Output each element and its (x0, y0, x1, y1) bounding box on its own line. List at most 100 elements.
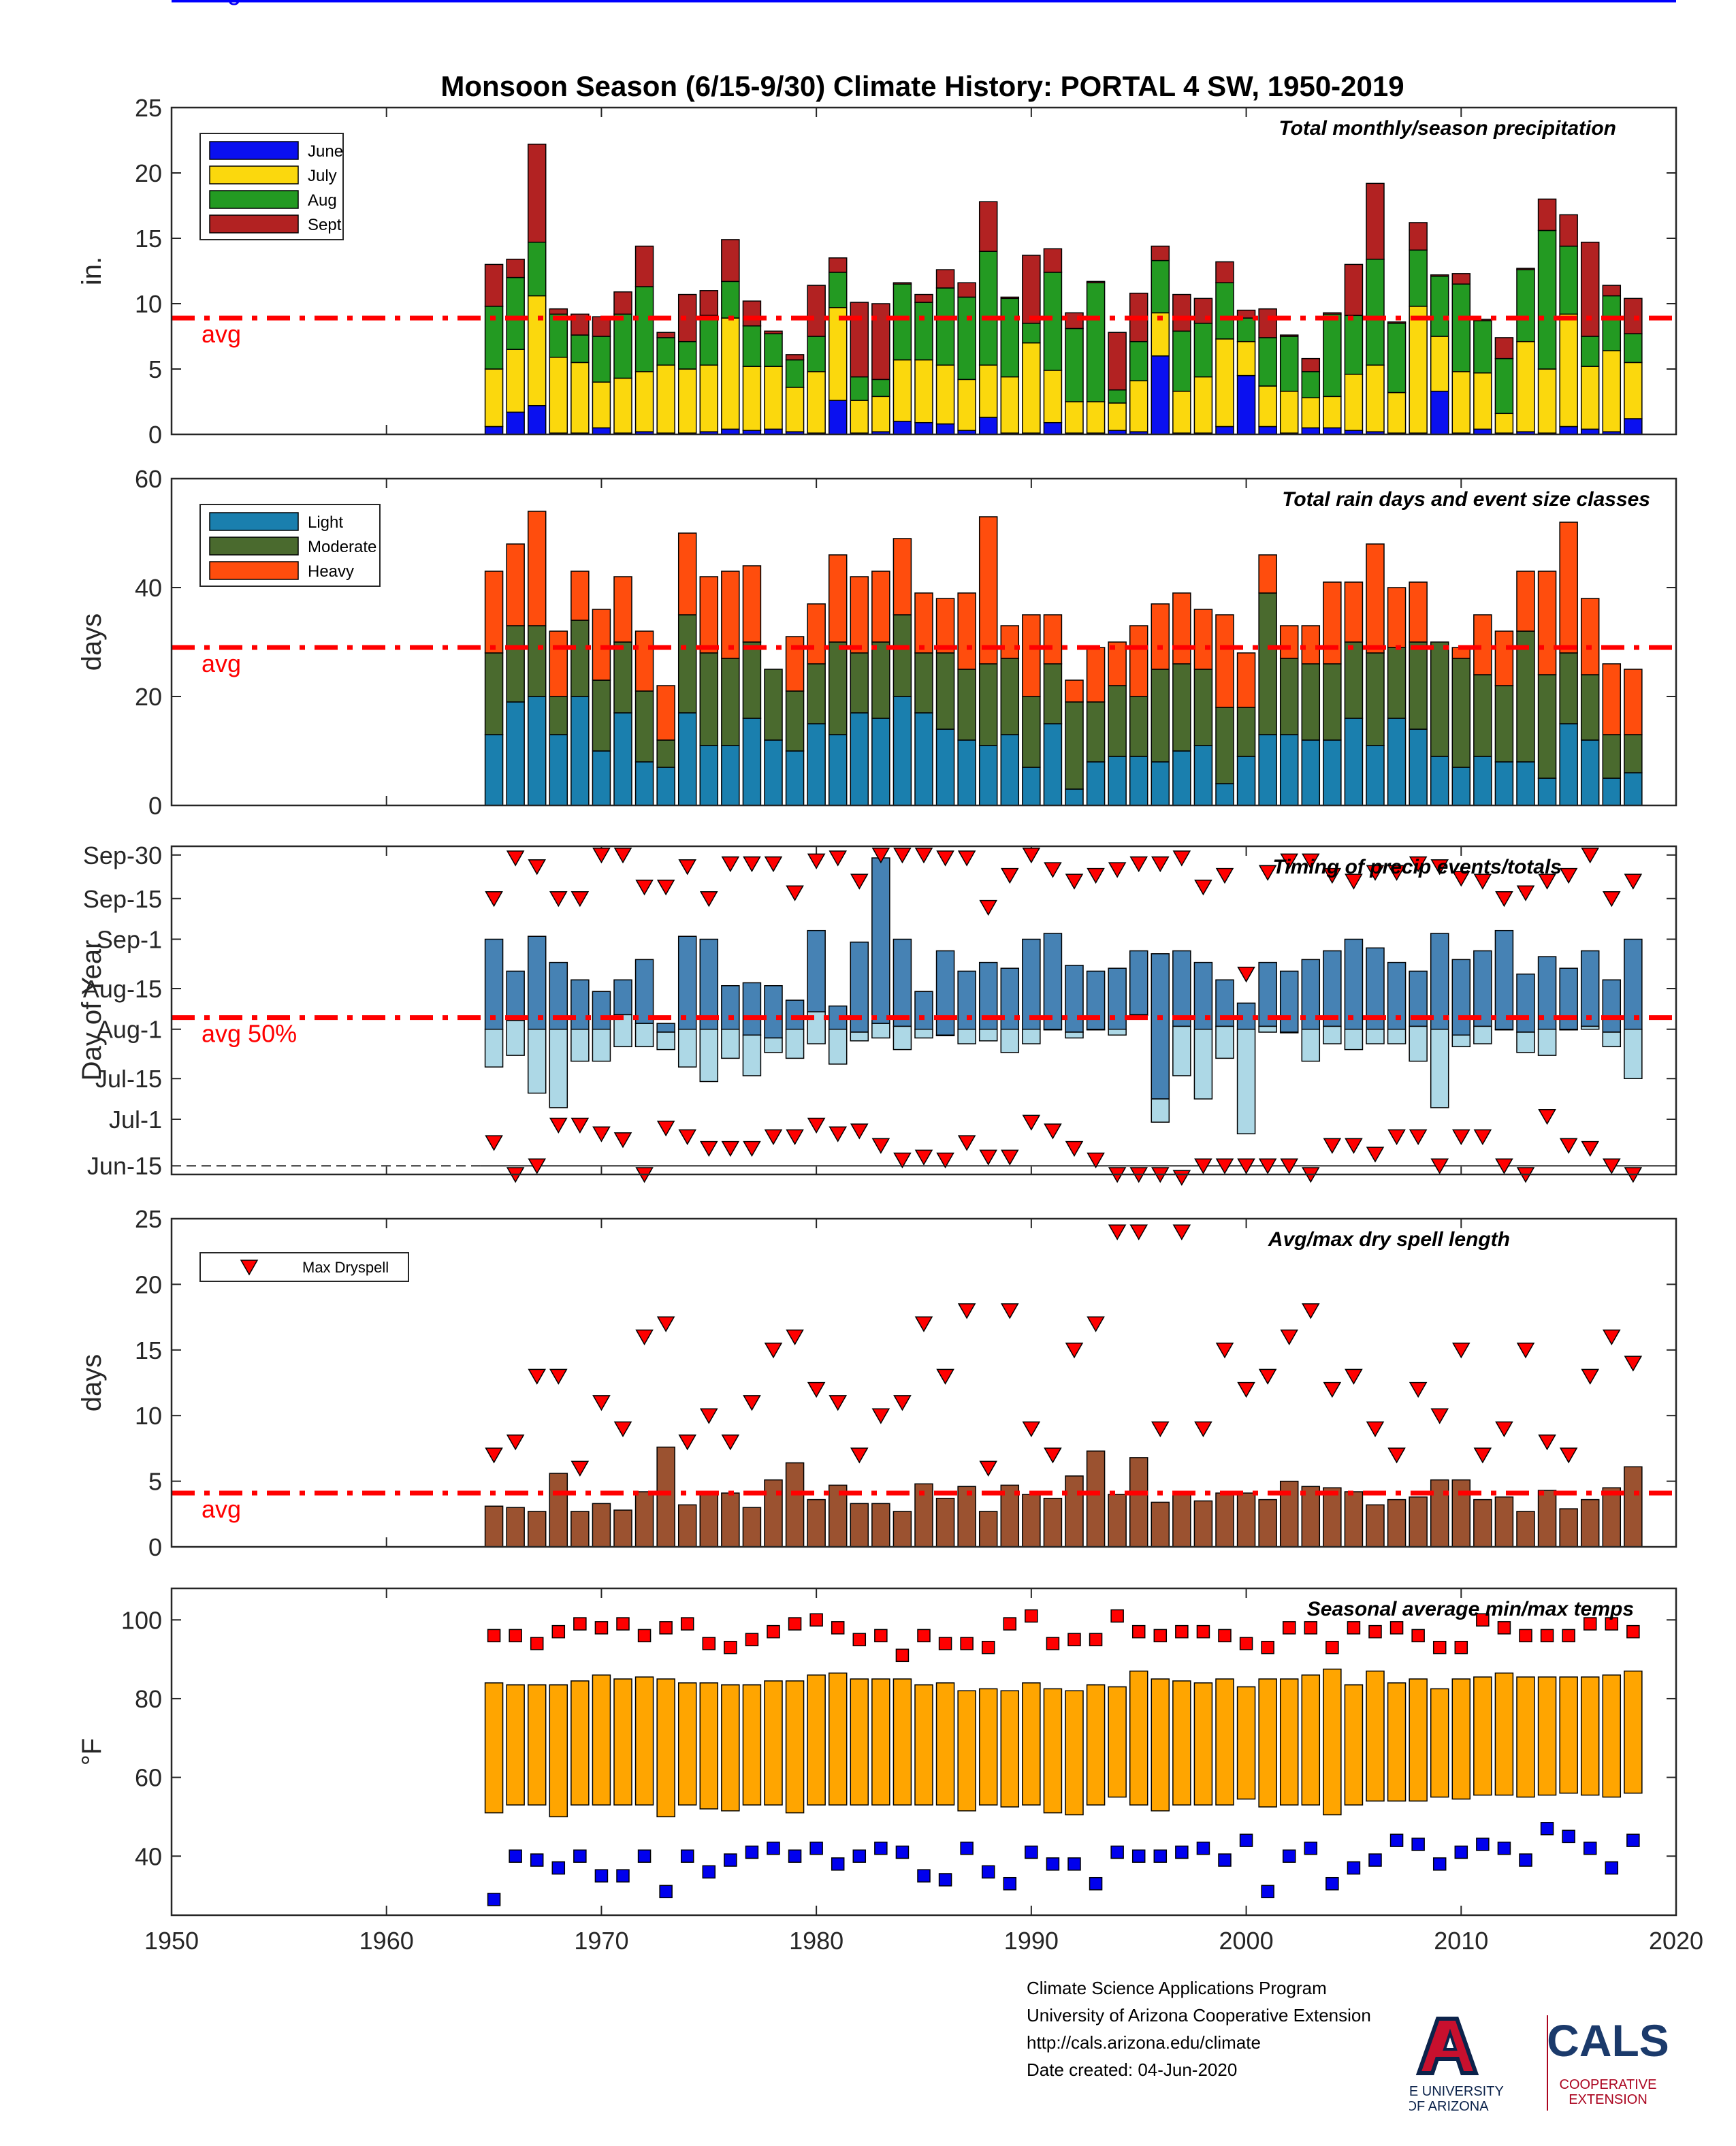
min-temp-marker (981, 1865, 995, 1879)
precip-bar-july (1473, 372, 1492, 430)
max-temp-marker (1411, 1629, 1425, 1643)
timing-bar-lower (935, 1034, 955, 1037)
raindays-bar-moderate (1366, 652, 1385, 746)
precip-bar-sept (785, 354, 805, 361)
precip-bar-aug (978, 251, 998, 366)
panel-subtitle: Total rain days and event size classes (1282, 488, 1650, 511)
raindays-bar-moderate (484, 652, 504, 735)
last-rain-marker (1022, 848, 1041, 864)
raindays-bar-light (484, 734, 504, 806)
raindays-bar-light (592, 750, 611, 806)
raindays-bar-moderate (1065, 701, 1084, 790)
precip-bar-aug (527, 242, 547, 297)
precip-bar-sept (506, 258, 525, 278)
temp-range-bar (785, 1680, 805, 1814)
raindays-bar-moderate (570, 620, 590, 697)
min-temp-marker (702, 1865, 716, 1879)
raindays-bar-light (527, 696, 547, 806)
precip-bar-sept (1602, 285, 1622, 297)
timing-bar-lower (1065, 1031, 1084, 1039)
precip-bar-sept (1086, 281, 1106, 284)
raindays-bar-heavy (721, 571, 740, 659)
raindays-bar-moderate (1043, 663, 1063, 724)
max-dryspell-marker (1387, 1447, 1406, 1464)
raindays-bar-heavy (1409, 581, 1428, 643)
max-dryspell-marker (936, 1368, 954, 1385)
last-rain-marker (1516, 885, 1535, 901)
raindays-bar-heavy (1559, 522, 1578, 654)
raindays-bar-moderate (506, 625, 525, 703)
max-temp-marker (1067, 1633, 1081, 1646)
precip-bar-aug (613, 313, 632, 379)
raindays-bar-heavy (1215, 614, 1234, 708)
timing-bar-lower (656, 1031, 675, 1051)
last-rain-marker (1237, 966, 1255, 983)
first-rain-marker (678, 1129, 697, 1146)
timing-bar-lower (1602, 1031, 1622, 1048)
last-rain-marker (1323, 867, 1342, 884)
raindays-bar-heavy (1366, 543, 1385, 654)
max-temp-marker (659, 1621, 673, 1635)
raindays-bar-light (914, 712, 933, 806)
temp-range-bar (592, 1674, 611, 1806)
precip-bar-july (807, 371, 826, 434)
avg-dryspell-bar (828, 1484, 848, 1548)
first-rain-marker (1065, 1140, 1084, 1157)
raindays-bar-light (1494, 761, 1514, 806)
timing-bar-upper (1602, 979, 1622, 1033)
y-tick-label: 5 (148, 1468, 162, 1496)
timing-bar-lower (1108, 1028, 1127, 1036)
y-tick-label: 60 (135, 465, 162, 493)
raindays-bar-moderate (1108, 685, 1127, 757)
raindays-bar-moderate (634, 690, 654, 763)
legend-swatch (209, 165, 299, 185)
last-rain-marker (678, 859, 697, 876)
precip-bar-july (764, 366, 783, 430)
raindays-bar-light (1279, 734, 1299, 806)
min-temp-marker (1131, 1849, 1146, 1863)
precip-bar-sept (1108, 332, 1127, 391)
max-dryspell-marker (850, 1447, 869, 1464)
max-dryspell-marker (743, 1395, 761, 1411)
cals-word: CALS (1547, 2015, 1669, 2066)
precip-bar-july (677, 368, 697, 434)
precip-bar-aug (1559, 245, 1578, 315)
raindays-bar-light (1387, 718, 1407, 806)
timing-bar-upper (1151, 953, 1170, 1100)
precip-bar-sept (1451, 273, 1471, 285)
y-axis-label: °F (77, 1738, 107, 1765)
precip-bar-june (1323, 427, 1342, 435)
raindays-bar-light (1022, 767, 1041, 806)
timing-bar-upper (742, 982, 762, 1036)
timing-bar-upper (914, 991, 933, 1030)
first-rain-marker (1473, 1129, 1492, 1146)
panel-subtitle: Total monthly/season precipitation (1279, 117, 1616, 140)
avg-dryspell-bar (1580, 1499, 1600, 1548)
max-dryspell-marker (1022, 1421, 1041, 1437)
min-temp-marker (831, 1857, 845, 1871)
timing-bar-lower (527, 1028, 547, 1094)
y-tick-label: 80 (135, 1685, 162, 1713)
max-dryspell-marker (871, 1408, 890, 1424)
temp-range-bar (807, 1674, 826, 1806)
raindays-bar-moderate (699, 652, 719, 746)
precip-bar-july (893, 359, 912, 422)
avg-dryspell-bar (484, 1505, 504, 1548)
timing-bar-upper (1000, 967, 1020, 1030)
precip-bar-sept (893, 282, 912, 285)
max-temp-marker (1175, 1624, 1189, 1639)
max-temp-marker (809, 1613, 823, 1627)
precip-bar-aug (850, 376, 869, 401)
raindays-bar-heavy (613, 576, 632, 643)
max-temp-marker (1110, 1609, 1124, 1623)
max-temp-marker (1153, 1629, 1168, 1643)
temp-range-bar (1258, 1678, 1277, 1808)
max-dryspell-marker (1451, 1343, 1470, 1359)
avg-dryspell-bar (1086, 1450, 1106, 1548)
raindays-bar-moderate (592, 679, 611, 752)
raindays-bar-moderate (613, 641, 632, 714)
y-tick-label: 5 (148, 355, 162, 383)
max-dryspell-marker (807, 1381, 826, 1398)
precip-bar-july (721, 317, 740, 430)
